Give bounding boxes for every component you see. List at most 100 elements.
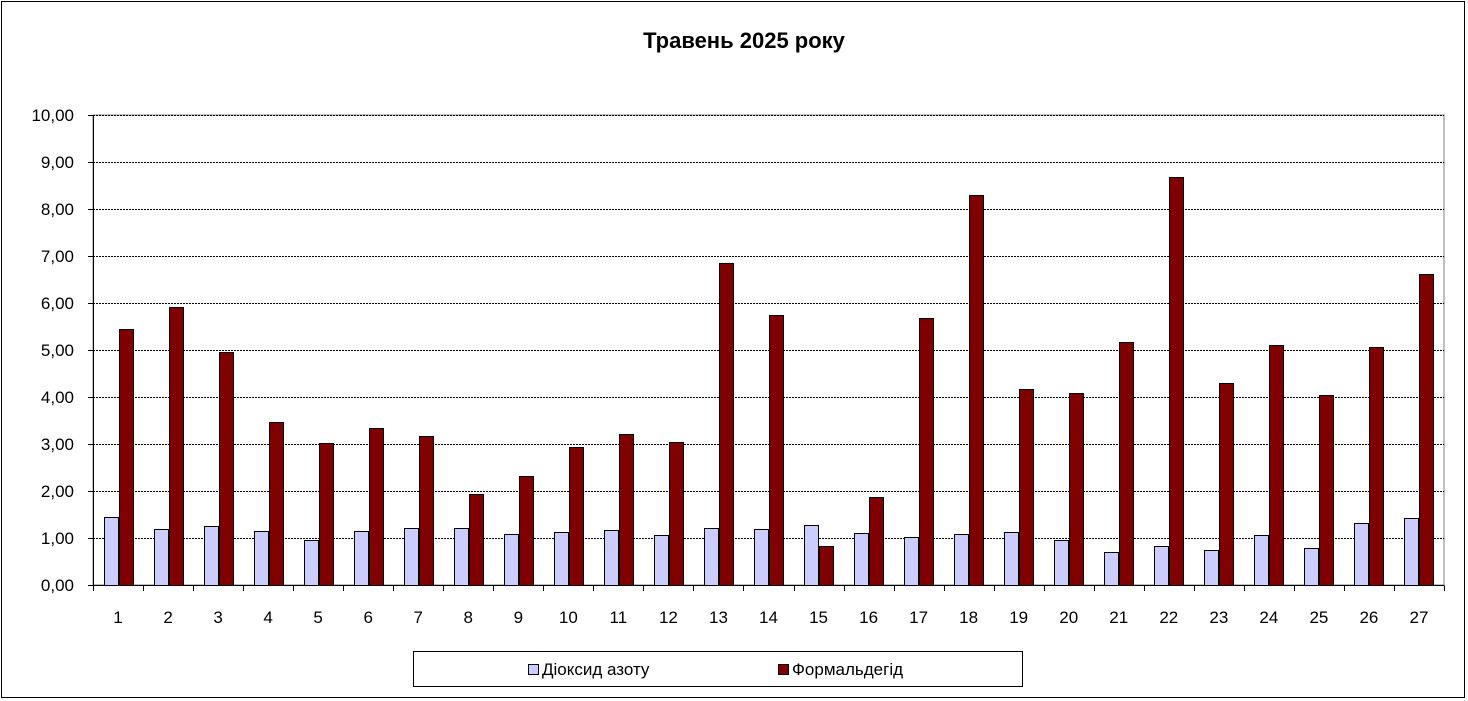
x-tick-label: 10 [559, 608, 578, 627]
bar-nitrogen-dioxide-10 [554, 532, 569, 586]
bar-nitrogen-dioxide-4 [254, 531, 269, 586]
bar-formaldehyde-16 [869, 497, 884, 586]
legend-label-nitrogen-dioxide: Діоксид азоту [542, 660, 650, 679]
bar-nitrogen-dioxide-19 [1004, 532, 1019, 586]
bar-nitrogen-dioxide-27 [1404, 518, 1419, 586]
bar-nitrogen-dioxide-11 [604, 530, 619, 586]
x-tick-label: 12 [659, 608, 678, 627]
bar-formaldehyde-11 [619, 434, 634, 586]
bar-nitrogen-dioxide-14 [754, 529, 769, 586]
y-tick-label: 3,00 [41, 435, 74, 454]
bar-formaldehyde-27 [1419, 274, 1434, 586]
x-tick-label: 18 [959, 608, 978, 627]
bar-nitrogen-dioxide-21 [1104, 552, 1119, 586]
bar-formaldehyde-19 [1019, 389, 1034, 586]
bar-formaldehyde-13 [719, 263, 734, 586]
x-tick-label: 27 [1410, 608, 1429, 627]
y-tick-label: 10,00 [31, 106, 74, 125]
bar-formaldehyde-24 [1269, 345, 1284, 586]
legend: Діоксид азоту Формальдегід [413, 651, 1023, 687]
bar-formaldehyde-4 [269, 422, 284, 586]
bar-nitrogen-dioxide-3 [204, 526, 219, 586]
bar-nitrogen-dioxide-6 [354, 531, 369, 586]
bar-formaldehyde-2 [169, 307, 184, 586]
chart-title: Травень 2025 року [643, 28, 845, 53]
x-tick-label: 5 [313, 608, 322, 627]
x-tick-label: 15 [809, 608, 828, 627]
bar-formaldehyde-5 [319, 443, 334, 586]
x-tick-label: 1 [113, 608, 122, 627]
x-tick-label: 11 [610, 608, 628, 627]
legend-label-formaldehyde: Формальдегід [792, 660, 904, 679]
bar-nitrogen-dioxide-22 [1154, 546, 1169, 586]
y-tick-label: 4,00 [41, 388, 74, 407]
x-tick-label: 4 [263, 608, 272, 627]
x-tick-label: 9 [514, 608, 523, 627]
bar-formaldehyde-18 [969, 195, 984, 586]
legend-item-nitrogen-dioxide: Діоксид азоту [528, 660, 649, 680]
bar-nitrogen-dioxide-26 [1354, 523, 1369, 586]
bar-formaldehyde-3 [219, 352, 234, 586]
x-tick-label: 17 [909, 608, 928, 627]
bar-nitrogen-dioxide-1 [104, 517, 119, 586]
x-tick-label: 8 [464, 608, 473, 627]
y-tick-label: 6,00 [41, 294, 74, 313]
y-tick-label: 2,00 [41, 482, 74, 501]
x-tick-label: 19 [1009, 608, 1028, 627]
x-tick-label: 26 [1359, 608, 1378, 627]
bar-nitrogen-dioxide-16 [854, 533, 869, 586]
y-tick-label: 5,00 [41, 341, 74, 360]
y-tick-label: 1,00 [41, 529, 74, 548]
x-tick-label: 22 [1159, 608, 1178, 627]
bar-nitrogen-dioxide-17 [904, 537, 919, 586]
bar-nitrogen-dioxide-5 [304, 540, 319, 586]
x-tick-label: 24 [1259, 608, 1278, 627]
x-tick-label: 14 [759, 608, 778, 627]
x-tick-label: 16 [859, 608, 878, 627]
bar-formaldehyde-10 [569, 447, 584, 586]
bar-nitrogen-dioxide-13 [704, 528, 719, 586]
bar-nitrogen-dioxide-18 [954, 534, 969, 586]
bar-nitrogen-dioxide-15 [804, 525, 819, 586]
bar-nitrogen-dioxide-8 [454, 528, 469, 586]
bar-nitrogen-dioxide-20 [1054, 540, 1069, 586]
x-tick-label: 2 [163, 608, 172, 627]
legend-swatch-nitrogen-dioxide [528, 664, 539, 676]
bar-formaldehyde-14 [769, 315, 784, 586]
y-tick-label: 8,00 [41, 200, 74, 219]
y-tick-label: 7,00 [41, 247, 74, 266]
bar-formaldehyde-23 [1219, 383, 1234, 586]
bar-nitrogen-dioxide-23 [1204, 550, 1219, 586]
bar-formaldehyde-21 [1119, 342, 1134, 586]
x-tick-label: 6 [363, 608, 372, 627]
bar-nitrogen-dioxide-7 [404, 528, 419, 586]
bar-nitrogen-dioxide-25 [1304, 548, 1319, 586]
y-tick-label: 0,00 [41, 576, 74, 595]
bar-formaldehyde-26 [1369, 347, 1384, 586]
bar-nitrogen-dioxide-12 [654, 535, 669, 586]
y-tick-label: 9,00 [41, 153, 74, 172]
bar-nitrogen-dioxide-2 [154, 529, 169, 586]
legend-item-formaldehyde: Формальдегід [778, 660, 903, 680]
bar-formaldehyde-1 [119, 329, 134, 586]
bar-formaldehyde-25 [1319, 395, 1334, 586]
x-tick-label: 25 [1309, 608, 1328, 627]
bar-formaldehyde-15 [819, 546, 834, 586]
x-tick-label: 13 [709, 608, 728, 627]
x-tick-label: 20 [1059, 608, 1078, 627]
bar-formaldehyde-17 [919, 318, 934, 586]
bar-formaldehyde-8 [469, 494, 484, 586]
x-tick-label: 23 [1209, 608, 1228, 627]
bar-formaldehyde-9 [519, 476, 534, 586]
legend-swatch-formaldehyde [778, 664, 789, 676]
bar-formaldehyde-20 [1069, 393, 1084, 586]
bar-formaldehyde-12 [669, 442, 684, 586]
x-tick-label: 21 [1109, 608, 1128, 627]
bar-formaldehyde-22 [1169, 177, 1184, 586]
bar-nitrogen-dioxide-9 [504, 534, 519, 586]
x-tick-label: 3 [213, 608, 222, 627]
bar-formaldehyde-6 [369, 428, 384, 586]
bar-formaldehyde-7 [419, 436, 434, 586]
x-tick-label: 7 [414, 608, 423, 627]
